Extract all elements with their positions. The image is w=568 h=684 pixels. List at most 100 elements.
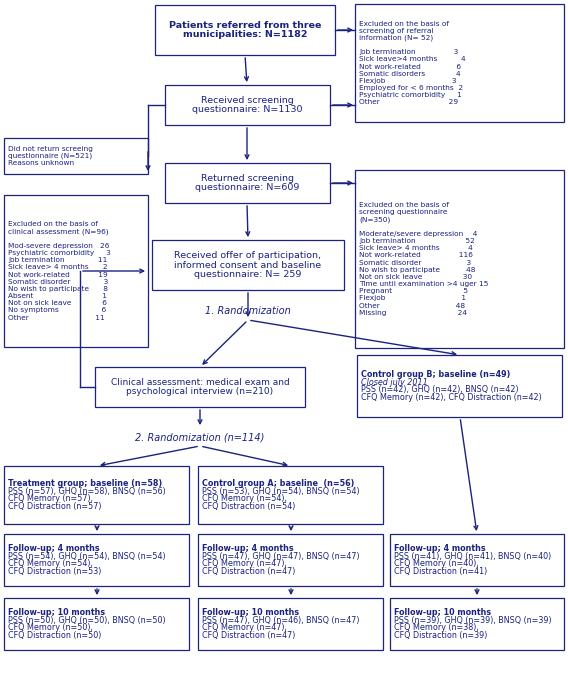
Text: PSS (n=39), GHQ (n=39), BNSQ (n=39): PSS (n=39), GHQ (n=39), BNSQ (n=39)	[394, 616, 552, 624]
Bar	[155, 5, 335, 55]
Bar	[198, 534, 383, 586]
Text: PSS (n=42), GHQ (n=42), BNSQ (n=42): PSS (n=42), GHQ (n=42), BNSQ (n=42)	[361, 385, 519, 395]
Text: screening questionnaire: screening questionnaire	[359, 209, 448, 215]
Text: municipalities: N=1182: municipalities: N=1182	[183, 30, 307, 39]
Text: clinical assessment (N=96): clinical assessment (N=96)	[8, 228, 108, 235]
Text: Not work-related            19: Not work-related 19	[8, 272, 108, 278]
Text: psychological interview (n=210): psychological interview (n=210)	[127, 387, 274, 396]
Text: Job termination                     52: Job termination 52	[359, 238, 475, 244]
Text: PSS (n=41), GHQ (n=41), BNSQ (n=40): PSS (n=41), GHQ (n=41), BNSQ (n=40)	[394, 551, 552, 561]
Text: Flexjob                            3: Flexjob 3	[359, 78, 457, 84]
Text: 1. Randomization: 1. Randomization	[204, 306, 290, 316]
Text: Missing                              24: Missing 24	[359, 310, 467, 315]
Bar	[4, 598, 189, 650]
Text: screening of referral: screening of referral	[359, 28, 433, 34]
Text: Follow-up; 10 months: Follow-up; 10 months	[394, 608, 491, 617]
Text: CFQ Distraction (n=54): CFQ Distraction (n=54)	[202, 502, 295, 511]
Text: Closed july 2011: Closed july 2011	[361, 378, 428, 386]
Text: Other                                48: Other 48	[359, 302, 465, 308]
Text: Mod-severe depression   26: Mod-severe depression 26	[8, 243, 110, 249]
Text: Clinical assessment: medical exam and: Clinical assessment: medical exam and	[111, 378, 289, 387]
Text: Job termination              11: Job termination 11	[8, 257, 107, 263]
Text: Patients referred from three: Patients referred from three	[169, 21, 321, 30]
Bar	[165, 85, 330, 125]
Text: Pregnant                              5: Pregnant 5	[359, 288, 468, 294]
Text: questionnaire: N=609: questionnaire: N=609	[195, 183, 300, 192]
Bar	[198, 598, 383, 650]
Text: 2. Randomization (n=114): 2. Randomization (n=114)	[135, 432, 265, 442]
Text: CFQ Memory (n=42), CFQ Distraction (n=42): CFQ Memory (n=42), CFQ Distraction (n=42…	[361, 393, 542, 402]
Text: Excluded on the basis of: Excluded on the basis of	[359, 21, 449, 27]
Text: Other                            11: Other 11	[8, 315, 105, 321]
Text: CFQ Memory (n=40),: CFQ Memory (n=40),	[394, 560, 479, 568]
Text: Not on sick leave             6: Not on sick leave 6	[8, 300, 107, 306]
Text: Job termination                3: Job termination 3	[359, 49, 458, 55]
Text: CFQ Distraction (n=47): CFQ Distraction (n=47)	[202, 567, 295, 576]
Text: Absent                             1: Absent 1	[8, 293, 107, 299]
Text: Follow-up; 4 months: Follow-up; 4 months	[202, 544, 294, 553]
Text: No symptoms                  6: No symptoms 6	[8, 307, 106, 313]
Text: questionnaire: N= 259: questionnaire: N= 259	[194, 269, 302, 278]
Text: Control group B; baseline (n=49): Control group B; baseline (n=49)	[361, 370, 511, 379]
Text: CFQ Memory (n=47),: CFQ Memory (n=47),	[202, 560, 287, 568]
Text: CFQ Distraction (n=47): CFQ Distraction (n=47)	[202, 631, 295, 640]
Text: information (N= 52): information (N= 52)	[359, 35, 433, 41]
Text: CFQ Memory (n=57),: CFQ Memory (n=57),	[8, 495, 93, 503]
Text: questionnaire: N=1130: questionnaire: N=1130	[192, 105, 303, 114]
Text: CFQ Memory (n=38),: CFQ Memory (n=38),	[394, 623, 479, 633]
Text: Other                             29: Other 29	[359, 99, 458, 105]
Text: Excluded on the basis of: Excluded on the basis of	[359, 202, 449, 209]
Text: No wish to participate      8: No wish to participate 8	[8, 286, 108, 292]
Text: Returned screening: Returned screening	[201, 174, 294, 183]
Text: CFQ Distraction (n=53): CFQ Distraction (n=53)	[8, 567, 101, 576]
Bar	[4, 195, 148, 347]
Text: Reasons unknown: Reasons unknown	[8, 160, 74, 166]
Text: Moderate/severe depression    4: Moderate/severe depression 4	[359, 231, 477, 237]
Text: Not on sick leave                 30: Not on sick leave 30	[359, 274, 472, 280]
Text: Employed for < 6 months  2: Employed for < 6 months 2	[359, 85, 463, 91]
Text: Flexjob                                1: Flexjob 1	[359, 295, 466, 302]
Text: Somatic disorders             4: Somatic disorders 4	[359, 70, 461, 77]
Bar	[152, 240, 344, 290]
Text: Not work-related                116: Not work-related 116	[359, 252, 473, 259]
Text: Time until examination >4 uger 15: Time until examination >4 uger 15	[359, 281, 488, 287]
Text: PSS (n=47), GHQ (n=47), BNSQ (n=47): PSS (n=47), GHQ (n=47), BNSQ (n=47)	[202, 551, 360, 561]
Text: CFQ Memory (n=54),: CFQ Memory (n=54),	[202, 495, 287, 503]
Text: CFQ Memory (n=47),: CFQ Memory (n=47),	[202, 623, 287, 633]
Text: PSS (n=53), GHQ (n=54), BNSQ (n=54): PSS (n=53), GHQ (n=54), BNSQ (n=54)	[202, 486, 360, 496]
Text: Somatic disorder              3: Somatic disorder 3	[8, 279, 108, 285]
Text: CFQ Distraction (n=57): CFQ Distraction (n=57)	[8, 502, 102, 511]
Bar	[390, 598, 564, 650]
Bar	[95, 367, 305, 407]
Text: CFQ Distraction (n=41): CFQ Distraction (n=41)	[394, 567, 487, 576]
Bar	[198, 466, 383, 524]
Text: No wish to participate           48: No wish to participate 48	[359, 267, 475, 273]
Text: (N=350): (N=350)	[359, 216, 390, 223]
Text: PSS (n=54), GHQ (n=54), BNSQ (n=54): PSS (n=54), GHQ (n=54), BNSQ (n=54)	[8, 551, 166, 561]
Text: Follow-up; 4 months: Follow-up; 4 months	[394, 544, 486, 553]
Bar	[4, 534, 189, 586]
Text: Control group A; baseline  (n=56): Control group A; baseline (n=56)	[202, 479, 354, 488]
Text: Sick leave>4 months          4: Sick leave>4 months 4	[359, 56, 466, 62]
Text: CFQ Memory (n=50),: CFQ Memory (n=50),	[8, 623, 93, 633]
Bar	[4, 466, 189, 524]
Text: Follow-up; 4 months: Follow-up; 4 months	[8, 544, 99, 553]
Bar	[355, 4, 564, 122]
Text: CFQ Distraction (n=50): CFQ Distraction (n=50)	[8, 631, 101, 640]
Text: Sick leave> 4 months            4: Sick leave> 4 months 4	[359, 246, 473, 251]
Text: PSS (n=47), GHQ (n=46), BNSQ (n=47): PSS (n=47), GHQ (n=46), BNSQ (n=47)	[202, 616, 360, 624]
Text: Did not return screeing: Did not return screeing	[8, 146, 93, 152]
Text: PSS (n=50), GHQ (n=50), BNSQ (n=50): PSS (n=50), GHQ (n=50), BNSQ (n=50)	[8, 616, 166, 624]
Text: CFQ Memory (n=54),: CFQ Memory (n=54),	[8, 560, 93, 568]
Text: Received offer of participation,: Received offer of participation,	[174, 251, 321, 261]
Text: questionnaire (N=521): questionnaire (N=521)	[8, 153, 92, 159]
Text: Psychiatric comorbidity     3: Psychiatric comorbidity 3	[8, 250, 111, 256]
Text: Follow-up; 10 months: Follow-up; 10 months	[202, 608, 299, 617]
Text: Received screening: Received screening	[201, 96, 294, 105]
Text: Excluded on the basis of: Excluded on the basis of	[8, 222, 98, 228]
Text: CFQ Distraction (n=39): CFQ Distraction (n=39)	[394, 631, 487, 640]
Text: Follow-up; 10 months: Follow-up; 10 months	[8, 608, 105, 617]
Text: informed consent and baseline: informed consent and baseline	[174, 261, 321, 269]
Bar	[355, 170, 564, 348]
Text: Not work-related               6: Not work-related 6	[359, 64, 461, 70]
